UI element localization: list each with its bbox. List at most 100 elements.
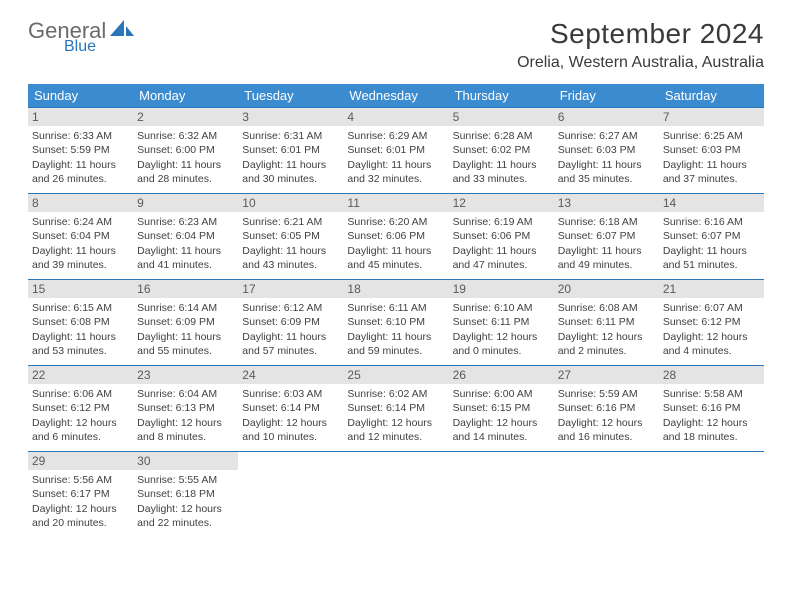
calendar-day: 9Sunrise: 6:23 AMSunset: 6:04 PMDaylight…: [133, 194, 238, 280]
daylight-text: and 18 minutes.: [663, 430, 760, 444]
calendar-day: 16Sunrise: 6:14 AMSunset: 6:09 PMDayligh…: [133, 280, 238, 366]
sunrise-text: Sunrise: 6:24 AM: [32, 215, 129, 229]
sunset-text: Sunset: 6:16 PM: [558, 401, 655, 415]
sunrise-text: Sunrise: 6:02 AM: [347, 387, 444, 401]
sunset-text: Sunset: 6:06 PM: [347, 229, 444, 243]
calendar-day: 7Sunrise: 6:25 AMSunset: 6:03 PMDaylight…: [659, 108, 764, 194]
sunrise-text: Sunrise: 6:14 AM: [137, 301, 234, 315]
sunset-text: Sunset: 6:13 PM: [137, 401, 234, 415]
daylight-text: Daylight: 11 hours: [453, 244, 550, 258]
calendar-day: 8Sunrise: 6:24 AMSunset: 6:04 PMDaylight…: [28, 194, 133, 280]
weekday-header: Friday: [554, 84, 659, 108]
day-number: 6: [554, 108, 659, 126]
calendar-day: 2Sunrise: 6:32 AMSunset: 6:00 PMDaylight…: [133, 108, 238, 194]
calendar-day: 24Sunrise: 6:03 AMSunset: 6:14 PMDayligh…: [238, 366, 343, 452]
daylight-text: and 33 minutes.: [453, 172, 550, 186]
day-number: 28: [659, 366, 764, 384]
daylight-text: and 39 minutes.: [32, 258, 129, 272]
day-number: 19: [449, 280, 554, 298]
daylight-text: and 6 minutes.: [32, 430, 129, 444]
sunset-text: Sunset: 6:04 PM: [32, 229, 129, 243]
calendar-empty: [343, 452, 448, 538]
sunset-text: Sunset: 6:11 PM: [453, 315, 550, 329]
sunset-text: Sunset: 5:59 PM: [32, 143, 129, 157]
calendar-day: 29Sunrise: 5:56 AMSunset: 6:17 PMDayligh…: [28, 452, 133, 538]
calendar-day: 11Sunrise: 6:20 AMSunset: 6:06 PMDayligh…: [343, 194, 448, 280]
daylight-text: Daylight: 12 hours: [32, 416, 129, 430]
day-number: 10: [238, 194, 343, 212]
daylight-text: and 20 minutes.: [32, 516, 129, 530]
sunrise-text: Sunrise: 6:03 AM: [242, 387, 339, 401]
daylight-text: Daylight: 12 hours: [137, 502, 234, 516]
calendar-day: 27Sunrise: 5:59 AMSunset: 6:16 PMDayligh…: [554, 366, 659, 452]
sunrise-text: Sunrise: 6:19 AM: [453, 215, 550, 229]
calendar-day: 15Sunrise: 6:15 AMSunset: 6:08 PMDayligh…: [28, 280, 133, 366]
calendar-day: 3Sunrise: 6:31 AMSunset: 6:01 PMDaylight…: [238, 108, 343, 194]
sunrise-text: Sunrise: 6:33 AM: [32, 129, 129, 143]
daylight-text: Daylight: 12 hours: [242, 416, 339, 430]
calendar-empty: [659, 452, 764, 538]
day-number: 22: [28, 366, 133, 384]
calendar-day: 22Sunrise: 6:06 AMSunset: 6:12 PMDayligh…: [28, 366, 133, 452]
calendar-day: 21Sunrise: 6:07 AMSunset: 6:12 PMDayligh…: [659, 280, 764, 366]
day-number: 9: [133, 194, 238, 212]
calendar-day: 13Sunrise: 6:18 AMSunset: 6:07 PMDayligh…: [554, 194, 659, 280]
sunset-text: Sunset: 6:11 PM: [558, 315, 655, 329]
daylight-text: and 45 minutes.: [347, 258, 444, 272]
calendar-day: 12Sunrise: 6:19 AMSunset: 6:06 PMDayligh…: [449, 194, 554, 280]
daylight-text: and 41 minutes.: [137, 258, 234, 272]
sunrise-text: Sunrise: 5:58 AM: [663, 387, 760, 401]
daylight-text: Daylight: 11 hours: [137, 244, 234, 258]
day-number: 27: [554, 366, 659, 384]
daylight-text: Daylight: 12 hours: [453, 330, 550, 344]
calendar-day: 20Sunrise: 6:08 AMSunset: 6:11 PMDayligh…: [554, 280, 659, 366]
day-number: 26: [449, 366, 554, 384]
daylight-text: Daylight: 12 hours: [663, 416, 760, 430]
weekday-header: Saturday: [659, 84, 764, 108]
daylight-text: and 37 minutes.: [663, 172, 760, 186]
daylight-text: Daylight: 11 hours: [663, 244, 760, 258]
sunrise-text: Sunrise: 6:00 AM: [453, 387, 550, 401]
daylight-text: and 57 minutes.: [242, 344, 339, 358]
calendar-day: 5Sunrise: 6:28 AMSunset: 6:02 PMDaylight…: [449, 108, 554, 194]
sunset-text: Sunset: 6:10 PM: [347, 315, 444, 329]
day-number: 2: [133, 108, 238, 126]
day-number: 5: [449, 108, 554, 126]
daylight-text: Daylight: 12 hours: [453, 416, 550, 430]
daylight-text: and 22 minutes.: [137, 516, 234, 530]
sunrise-text: Sunrise: 6:10 AM: [453, 301, 550, 315]
calendar-day: 6Sunrise: 6:27 AMSunset: 6:03 PMDaylight…: [554, 108, 659, 194]
daylight-text: Daylight: 11 hours: [32, 330, 129, 344]
sunrise-text: Sunrise: 6:32 AM: [137, 129, 234, 143]
sunrise-text: Sunrise: 5:55 AM: [137, 473, 234, 487]
calendar-day: 23Sunrise: 6:04 AMSunset: 6:13 PMDayligh…: [133, 366, 238, 452]
sunrise-text: Sunrise: 6:12 AM: [242, 301, 339, 315]
sunrise-text: Sunrise: 6:23 AM: [137, 215, 234, 229]
sunrise-text: Sunrise: 6:18 AM: [558, 215, 655, 229]
day-number: 30: [133, 452, 238, 470]
daylight-text: and 59 minutes.: [347, 344, 444, 358]
logo: General Blue: [28, 18, 136, 56]
daylight-text: and 30 minutes.: [242, 172, 339, 186]
day-number: 14: [659, 194, 764, 212]
day-number: 7: [659, 108, 764, 126]
daylight-text: Daylight: 11 hours: [347, 158, 444, 172]
sunrise-text: Sunrise: 6:16 AM: [663, 215, 760, 229]
sunset-text: Sunset: 6:05 PM: [242, 229, 339, 243]
daylight-text: and 8 minutes.: [137, 430, 234, 444]
daylight-text: and 49 minutes.: [558, 258, 655, 272]
calendar-day: 18Sunrise: 6:11 AMSunset: 6:10 PMDayligh…: [343, 280, 448, 366]
sunset-text: Sunset: 6:02 PM: [453, 143, 550, 157]
calendar-day: 30Sunrise: 5:55 AMSunset: 6:18 PMDayligh…: [133, 452, 238, 538]
daylight-text: Daylight: 11 hours: [663, 158, 760, 172]
daylight-text: Daylight: 11 hours: [242, 330, 339, 344]
sunrise-text: Sunrise: 6:21 AM: [242, 215, 339, 229]
daylight-text: Daylight: 12 hours: [32, 502, 129, 516]
day-number: 8: [28, 194, 133, 212]
day-number: 12: [449, 194, 554, 212]
daylight-text: and 53 minutes.: [32, 344, 129, 358]
sunset-text: Sunset: 6:03 PM: [558, 143, 655, 157]
sunset-text: Sunset: 6:09 PM: [137, 315, 234, 329]
calendar-empty: [554, 452, 659, 538]
sunrise-text: Sunrise: 5:59 AM: [558, 387, 655, 401]
